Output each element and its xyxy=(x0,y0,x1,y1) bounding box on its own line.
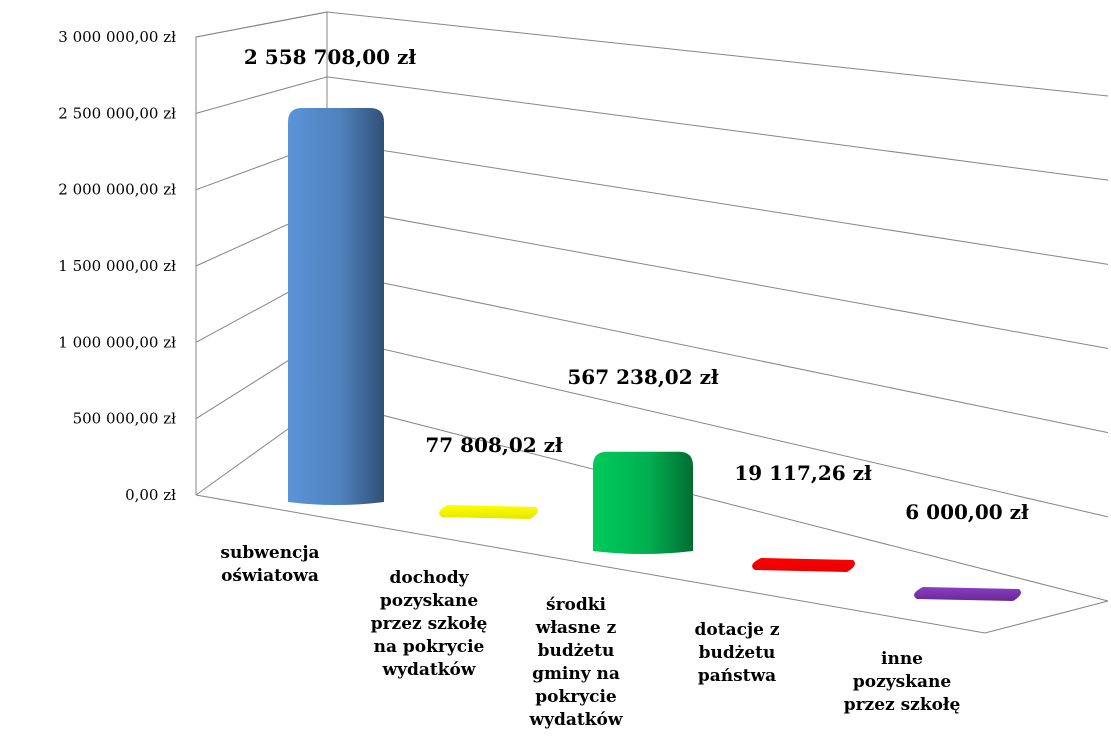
bar-2 xyxy=(593,451,693,554)
gridline xyxy=(195,11,1109,97)
y-axis-ticks: 0,00 zł 500 000,00 zł 1 000 000,00 zł 1 500… xyxy=(58,28,176,504)
bar-1 xyxy=(439,505,538,519)
category-label: dochody pozyskane przez szkołę na pokrycie w… xyxy=(371,568,488,680)
y-tick-label: 0,00 zł xyxy=(125,486,176,504)
category-label: środki własne z budżetu gminy na pokrycie wyd… xyxy=(528,595,622,730)
bar-4 xyxy=(914,587,1021,601)
data-label: 2 558 708,00 zł xyxy=(244,45,416,69)
bar-0 xyxy=(288,108,384,505)
data-labels: 2 558 708,00 zł 77 808,02 zł 567 238,02 zł… xyxy=(244,45,1029,524)
data-label: 19 117,26 zł xyxy=(734,461,872,485)
data-label: 77 808,02 zł xyxy=(425,433,563,457)
y-tick-label: 2 500 000,00 zł xyxy=(58,104,176,122)
floor xyxy=(195,494,1109,634)
gridline xyxy=(195,76,1109,181)
data-label: 6 000,00 zł xyxy=(905,500,1029,524)
category-label: subwencja oświatowa xyxy=(220,543,319,586)
category-label: dotacje z budżetu państwa xyxy=(695,620,780,686)
y-tick-label: 1 500 000,00 zł xyxy=(58,257,176,275)
y-tick-label: 1 000 000,00 zł xyxy=(58,333,176,351)
y-tick-label: 500 000,00 zł xyxy=(73,410,177,428)
bars xyxy=(288,108,1021,601)
y-tick-label: 2 000 000,00 zł xyxy=(58,181,176,199)
bar-3 xyxy=(752,558,855,572)
category-label: inne pozyskane przez szkołę xyxy=(844,649,961,715)
data-label: 567 238,02 zł xyxy=(567,365,719,389)
category-labels: subwencja oświatowa dochody pozyskane przez … xyxy=(220,543,960,730)
y-tick-label: 3 000 000,00 zł xyxy=(58,28,176,46)
